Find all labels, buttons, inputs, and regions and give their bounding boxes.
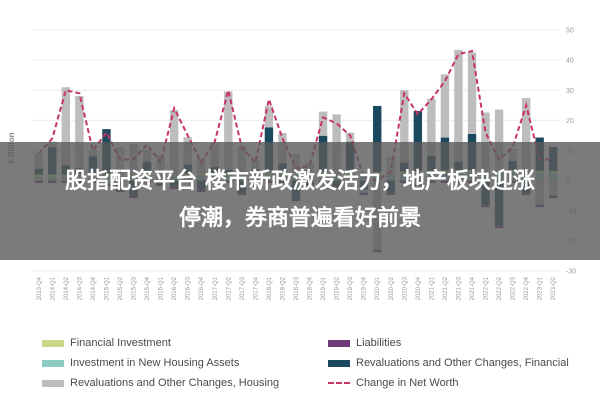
x-tick-label: 2016-Q1 [159, 276, 165, 300]
x-tick-label: 2019-Q3 [348, 276, 354, 300]
x-tick-label: 2019-Q4 [362, 276, 368, 300]
x-tick-label: 2021-Q1 [429, 276, 435, 300]
x-tick-label: 2023-Q2 [551, 276, 557, 300]
x-tick-label: 2015-Q3 [132, 276, 138, 300]
x-tick-label: 2022-Q1 [484, 276, 490, 300]
x-tick-label: 2016-Q4 [199, 276, 205, 300]
x-tick-label: 2013-Q4 [37, 276, 43, 300]
legend-reval-housing: Revaluations and Other Changes, Housing [42, 377, 279, 389]
x-tick-label: 2020-Q3 [402, 276, 408, 300]
legend-reval-financial: Revaluations and Other Changes, Financia… [328, 357, 569, 369]
bar-segment [494, 109, 504, 170]
legend-swatch [42, 359, 64, 367]
x-tick-label: 2014-Q4 [91, 276, 97, 300]
y-tick-label: -30 [566, 269, 576, 276]
bar-segment [373, 105, 382, 173]
bar-segment [224, 91, 233, 170]
y-tick-label: 40 [566, 58, 574, 65]
headline-banner [0, 142, 600, 260]
x-tick-label: 2020-Q1 [375, 276, 381, 300]
x-tick-label: 2015-Q2 [118, 276, 124, 300]
x-tick-label: 2015-Q4 [145, 276, 151, 300]
legend-label: Financial Investment [70, 337, 171, 349]
x-tick-label: 2022-Q4 [524, 276, 530, 300]
x-tick-label: 2017-Q2 [226, 276, 232, 300]
x-tick-label: 2017-Q4 [253, 276, 259, 300]
legend-label: Change in Net Worth [356, 377, 459, 389]
x-tick-label: 2022-Q2 [497, 276, 503, 300]
x-tick-label: 2021-Q3 [456, 276, 462, 300]
x-tick-label: 2019-Q2 [335, 276, 341, 300]
bar-segment [467, 52, 477, 134]
x-tick-label: 2014-Q1 [50, 276, 56, 300]
legend-financial-investment: Financial Investment [42, 337, 171, 349]
x-tick-label: 2020-Q4 [416, 276, 422, 300]
bar-segment [427, 98, 436, 156]
legend-swatch [42, 339, 64, 347]
headline-line-1: 股指配资平台 楼市新政激发活力，地产板块迎涨 [65, 169, 535, 194]
x-tick-label: 2016-Q3 [186, 276, 192, 300]
bar-segment [454, 49, 463, 162]
x-tick-label: 2018-Q1 [267, 276, 273, 300]
legend-liabilities: Liabilities [328, 337, 401, 349]
bar-segment [413, 111, 423, 172]
x-tick-label: 2014-Q2 [64, 276, 70, 300]
bar-segment [521, 98, 531, 171]
bar-segment [440, 74, 450, 138]
x-tick-label: 2021-Q4 [470, 276, 476, 300]
bar-segment [400, 90, 409, 163]
x-tick-label: 2017-Q3 [240, 276, 246, 300]
bar-segment [318, 111, 328, 136]
y-tick-label: 30 [566, 88, 574, 95]
legend-swatch [328, 359, 350, 367]
x-tick-label: 2022-Q3 [511, 276, 517, 300]
x-axis-ticks: 2013-Q4 2014-Q1 2014-Q2 2014-Q3 2014-Q4 2015-… [37, 276, 557, 300]
x-tick-label: 2020-Q2 [389, 276, 395, 300]
headline-text[interactable]: 股指配资平台 楼市新政激发活力，地产板块迎涨 停潮，券商普遍看好前景 [0, 163, 600, 237]
x-tick-label: 2023-Q1 [538, 276, 544, 300]
legend-new-housing: Investment in New Housing Assets [42, 357, 239, 369]
x-tick-label: 2015-Q1 [104, 276, 110, 300]
bar-segment [481, 112, 490, 170]
y-tick-label: 50 [566, 28, 574, 35]
bar-segment [61, 87, 71, 166]
legend-label: Investment in New Housing Assets [70, 357, 240, 369]
x-tick-label: 2016-Q2 [172, 276, 178, 300]
legend-swatch [328, 382, 350, 384]
x-tick-label: 2018-Q3 [294, 276, 300, 300]
x-tick-label: 2018-Q4 [308, 276, 314, 300]
headline-line-2: 停潮，券商普遍看好前景 [178, 206, 421, 231]
y-tick-label: 20 [566, 118, 574, 125]
x-tick-label: 2014-Q3 [77, 276, 83, 300]
legend-swatch [328, 339, 350, 347]
bar-segment [264, 106, 274, 128]
bar-segment [169, 110, 179, 174]
legend-net-worth: Change in Net Worth [328, 377, 459, 389]
x-tick-label: 2021-Q2 [443, 276, 449, 300]
legend-label: Revaluations and Other Changes, Financia… [356, 357, 569, 369]
legend-label: Liabilities [356, 337, 402, 349]
legend-swatch [42, 379, 64, 387]
x-tick-label: 2018-Q2 [280, 276, 286, 300]
bar-segment [75, 95, 84, 169]
x-tick-label: 2017-Q1 [213, 276, 219, 300]
legend-label: Revaluations and Other Changes, Housing [70, 377, 280, 389]
x-tick-label: 2019-Q1 [321, 276, 327, 300]
